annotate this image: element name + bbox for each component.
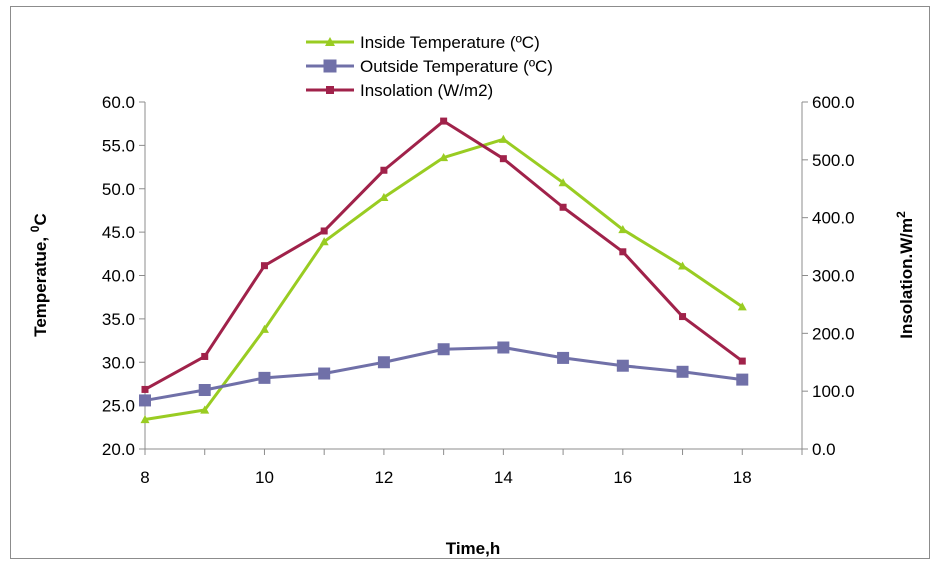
- legend-entry: Insolation (W/m2): [306, 81, 493, 100]
- data-point: [320, 227, 328, 235]
- legend-swatch-marker: [325, 37, 335, 46]
- data-point: [558, 178, 568, 187]
- y-axis-title: Temperatue, 0C: [28, 213, 50, 337]
- y2-axis-ticks: 0.0 100.0 200.0 300.0 400.0 500.0 600.0: [802, 93, 855, 459]
- data-point: [559, 203, 567, 211]
- y2-tick-label: 100.0: [812, 382, 855, 401]
- series-layer: [139, 117, 749, 424]
- y-tick-label: 25.0: [102, 397, 135, 416]
- data-point: [260, 262, 268, 270]
- y-tick-label: 35.0: [102, 310, 135, 329]
- data-point: [616, 359, 629, 372]
- data-point: [380, 166, 388, 174]
- x-tick-label: 16: [613, 468, 632, 487]
- series-2: [139, 341, 749, 407]
- x-tick-label: 12: [374, 468, 393, 487]
- legend-swatch-marker: [326, 86, 334, 94]
- x-axis-ticks: 8 10 12 14 16 18: [140, 449, 803, 487]
- x-tick-label: 10: [255, 468, 274, 487]
- data-point: [200, 405, 210, 414]
- y2-tick-label: 200.0: [812, 324, 855, 343]
- x-axis-title: Time,h: [446, 539, 500, 558]
- y-tick-label: 55.0: [102, 136, 135, 155]
- y-axis-title-main: Temperatue,: [31, 232, 50, 337]
- data-point: [139, 394, 151, 407]
- data-point: [440, 117, 448, 125]
- y2-axis-title-main: Insolation.W/m: [897, 218, 916, 339]
- plot-area: [144, 102, 803, 450]
- x-tick-label: 14: [494, 468, 513, 487]
- series-1: [140, 134, 747, 424]
- data-point: [318, 367, 331, 380]
- y-tick-label: 45.0: [102, 223, 135, 242]
- data-point: [618, 225, 628, 234]
- legend-entry: Outside Temperature (ºC): [306, 57, 553, 76]
- data-point: [497, 341, 510, 354]
- legend: Inside Temperature (ºC) Outside Temperatu…: [306, 33, 553, 100]
- y-tick-label: 40.0: [102, 267, 135, 286]
- legend-label: Inside Temperature (ºC): [360, 33, 540, 52]
- legend-entry: Inside Temperature (ºC): [306, 33, 540, 52]
- data-point: [437, 343, 450, 356]
- data-point: [619, 248, 627, 256]
- data-point: [499, 155, 507, 163]
- data-point: [676, 365, 689, 378]
- data-point: [439, 153, 449, 162]
- data-point: [736, 373, 749, 386]
- legend-label: Outside Temperature (ºC): [360, 57, 553, 76]
- y-tick-label: 50.0: [102, 180, 135, 199]
- y2-axis-title: Insolation.W/m2: [894, 211, 916, 339]
- series-line: [144, 346, 743, 402]
- chart-frame: [10, 6, 930, 559]
- data-point: [258, 371, 271, 384]
- legend-label: Insolation (W/m2): [360, 81, 493, 100]
- y2-tick-label: 500.0: [812, 151, 855, 170]
- y2-tick-label: 400.0: [812, 209, 855, 228]
- legend-swatch-marker: [323, 59, 337, 73]
- y2-tick-label: 0.0: [812, 440, 836, 459]
- y-tick-label: 20.0: [102, 440, 135, 459]
- x-tick-label: 18: [733, 468, 752, 487]
- data-point: [377, 356, 390, 369]
- series-line: [144, 137, 744, 421]
- y2-axis-title-sup: 2: [894, 211, 908, 218]
- data-point: [319, 237, 329, 246]
- data-point: [201, 352, 209, 360]
- data-point: [557, 351, 570, 364]
- x-tick-label: 8: [140, 468, 149, 487]
- y-tick-label: 30.0: [102, 353, 135, 372]
- y-axis-title-sup: 0: [28, 225, 42, 232]
- data-point: [738, 357, 746, 365]
- data-point: [498, 134, 508, 143]
- data-point: [737, 302, 747, 311]
- data-point: [678, 261, 688, 270]
- data-point: [141, 385, 149, 393]
- data-point: [140, 415, 150, 424]
- data-point: [198, 384, 211, 397]
- series-3: [141, 117, 746, 393]
- data-point: [679, 313, 687, 321]
- y2-tick-label: 300.0: [812, 267, 855, 286]
- data-point: [379, 192, 389, 202]
- y-axis-ticks: 20.0 25.0 30.0 35.0 40.0 45.0 50.0 55.0 60.0: [102, 93, 145, 459]
- y-axis-title-unit: C: [31, 213, 50, 225]
- y2-tick-label: 600.0: [812, 93, 855, 112]
- y-tick-label: 60.0: [102, 93, 135, 112]
- data-point: [259, 324, 269, 333]
